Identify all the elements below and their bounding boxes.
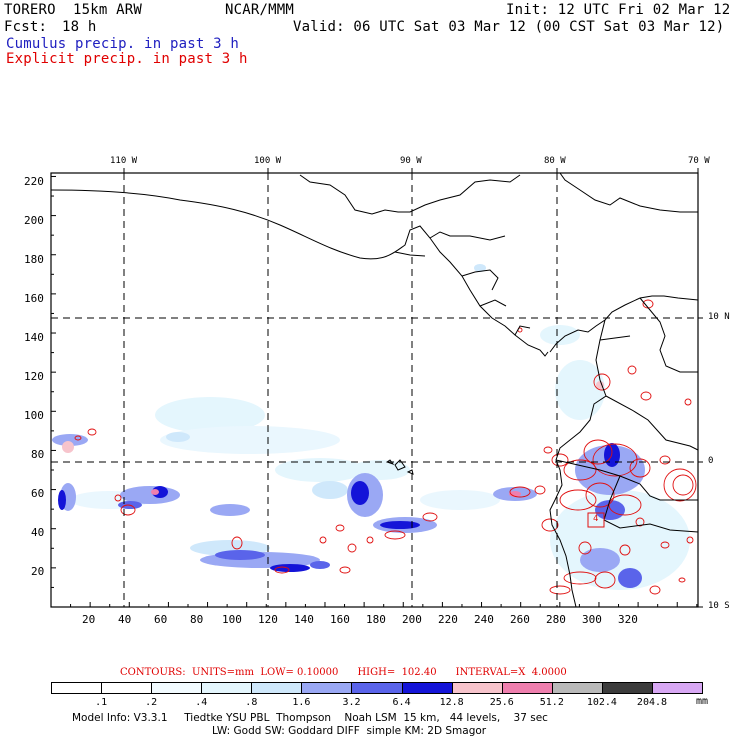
- x-tick-280: 280: [546, 613, 566, 626]
- colorbar-level-label: .8: [245, 697, 258, 708]
- colorbar-swatch: [151, 682, 203, 694]
- footer-model-info: Model Info: V3.3.1 Tiedtke YSU PBL Thomp…: [72, 712, 548, 724]
- y-tick-140: 140: [24, 331, 44, 344]
- init-time: Init: 12 UTC Fri 02 Mar 12: [506, 2, 731, 18]
- y-tick-100: 100: [24, 409, 44, 422]
- cumulus-legend: Cumulus precip. in past 3 h: [6, 36, 239, 52]
- x-tick-200: 200: [402, 613, 422, 626]
- footer-physics: LW: Godd SW: Goddard DIFF simple KM: 2D …: [212, 725, 487, 737]
- colorbar-swatch: [501, 682, 553, 694]
- x-tick-300: 300: [582, 613, 602, 626]
- colorbar-swatch: [651, 682, 703, 694]
- y-tick-120: 120: [24, 370, 44, 383]
- x-tick-40: 40: [118, 613, 132, 626]
- x-tick-180: 180: [366, 613, 386, 626]
- map-frame: [50, 172, 699, 608]
- x-tick-320: 320: [618, 613, 638, 626]
- y-tick-200: 200: [24, 214, 44, 227]
- lon-label-100w: 100 W: [254, 156, 282, 166]
- x-tick-120: 120: [258, 613, 278, 626]
- colorbar-swatch: [551, 682, 603, 694]
- y-tick-40: 40: [31, 526, 45, 539]
- y-tick-180: 180: [24, 253, 44, 266]
- y-tick-80: 80: [31, 448, 45, 461]
- lat-label-0: 0: [708, 456, 714, 466]
- box-marker: [587, 512, 605, 528]
- colorbar-level-label: 204.8: [636, 697, 668, 708]
- colorbar-level-label: .4: [195, 697, 208, 708]
- colorbar-level-label: 25.6: [489, 697, 514, 708]
- lat-label-10s: 10 S: [708, 601, 730, 611]
- center-label: NCAR/MMM: [225, 2, 295, 18]
- colorbar-level-label: 3.2: [342, 697, 361, 708]
- model-title: TORERO 15km ARW: [4, 2, 143, 18]
- lat-lon-grid: [51, 173, 698, 607]
- colorbar-level-label: 1.6: [292, 697, 311, 708]
- x-tick-60: 60: [154, 613, 168, 626]
- colorbar-swatch: [351, 682, 403, 694]
- x-tick-260: 260: [510, 613, 530, 626]
- lon-label-70w: 70 W: [688, 156, 710, 166]
- colorbar-level-label: .2: [145, 697, 158, 708]
- colorbar-swatch: [451, 682, 503, 694]
- colorbar-swatch: [401, 682, 453, 694]
- y-tick-160: 160: [24, 292, 44, 305]
- x-tick-140: 140: [294, 613, 314, 626]
- coastlines: [50, 172, 699, 608]
- explicit-legend: Explicit precip. in past 3 h: [6, 51, 248, 67]
- colorbar-swatch: [201, 682, 253, 694]
- y-tick-60: 60: [31, 487, 45, 500]
- valid-time: Valid: 06 UTC Sat 03 Mar 12 (00 CST Sat …: [293, 19, 725, 35]
- colorbar-swatch: [301, 682, 353, 694]
- contour-info: CONTOURS: UNITS=mm LOW= 0.10000 HIGH= 10…: [120, 667, 567, 678]
- x-tick-80: 80: [190, 613, 204, 626]
- colorbar-level-label: 12.8: [439, 697, 464, 708]
- lat-label-10n: 10 N: [708, 312, 730, 322]
- forecast-label: Fcst:: [4, 19, 48, 35]
- box-marker-label: 4: [593, 514, 599, 524]
- x-tick-240: 240: [474, 613, 494, 626]
- y-tick-220: 220: [24, 175, 44, 188]
- lon-label-110w: 110 W: [110, 156, 138, 166]
- colorbar-swatch: [51, 682, 103, 694]
- colorbar-level-label: 102.4: [586, 697, 617, 708]
- x-tick-20: 20: [82, 613, 96, 626]
- cumulus-precip-shading: [52, 264, 690, 590]
- x-tick-220: 220: [438, 613, 458, 626]
- colorbar-swatch: [251, 682, 303, 694]
- forecast-hour: 18 h: [62, 19, 97, 35]
- colorbar-swatch: [101, 682, 153, 694]
- colorbar-units: mm: [696, 696, 709, 707]
- y-tick-20: 20: [31, 565, 45, 578]
- colorbar-level-label: .1: [95, 697, 108, 708]
- colorbar-level-label: 6.4: [392, 697, 411, 708]
- x-tick-100: 100: [222, 613, 242, 626]
- colorbar-swatch: [601, 682, 653, 694]
- lon-label-80w: 80 W: [544, 156, 566, 166]
- colorbar-level-label: 51.2: [539, 697, 564, 708]
- lon-label-90w: 90 W: [400, 156, 422, 166]
- x-tick-160: 160: [330, 613, 350, 626]
